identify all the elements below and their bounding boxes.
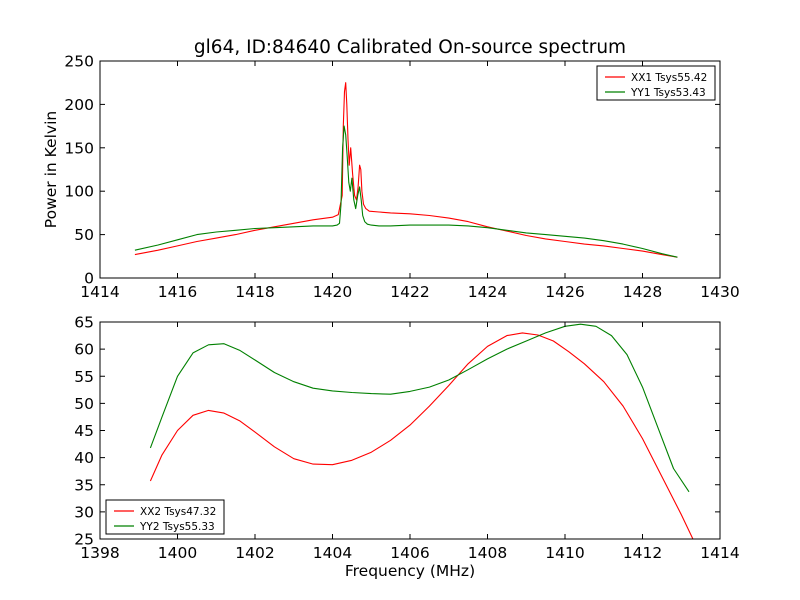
bottom-panel: 1398 1400 1402 1404 1406 1408 1410 1412 1414 25 30… [74,314,739,581]
x-tick-label: 1418 [235,283,274,301]
x-tick-label: 1416 [158,283,197,301]
x-tick-label: 1406 [390,544,429,562]
y-tick-label: 150 [64,139,94,157]
y-tick-label: 35 [74,476,94,494]
x-tick-label: 1402 [235,544,274,562]
legend-entry: XX1 Tsys55.42 [631,72,707,84]
x-tick-label: 1412 [623,544,662,562]
x-tick-label: 1426 [545,283,584,301]
y-tick-label: 40 [74,449,94,467]
legend-entry: XX2 Tsys47.32 [140,506,216,518]
x-tick-label: 1414 [80,283,119,301]
x-tick-label: 1410 [545,544,584,562]
series-line-1-1 [149,323,690,493]
x-tick-label: 1414 [700,544,739,562]
series-line-0-0 [134,82,678,258]
x-tick-label: 1404 [313,544,352,562]
y-tick-label: 100 [64,183,94,201]
y-tick-label: 45 [74,422,94,440]
x-tick-label: 1422 [390,283,429,301]
x-axis-label: Frequency (MHz) [345,562,475,580]
legend-box [596,65,716,101]
x-tick-label: 1430 [700,283,739,301]
series-line-1-0 [149,332,694,539]
legend-entry: YY1 Tsys53.43 [630,87,706,99]
y-tick-label: 50 [74,395,94,413]
y-tick-label: 0 [84,270,94,288]
legend-entry: YY2 Tsys55.33 [139,521,215,533]
x-tick-label: 1424 [468,283,507,301]
y-tick-label: 30 [74,503,94,521]
top-panel: 1414 1416 1418 1420 1422 1424 1426 1428 1430 0 50 1… [42,53,740,302]
y-tick-label: 25 [74,531,94,549]
y-axis-label: Power in Kelvin [42,111,60,228]
y-tick-label: 250 [64,53,94,71]
y-tick-label: 200 [64,96,94,114]
x-tick-label: 1398 [80,544,119,562]
x-tick-label: 1408 [468,544,507,562]
y-tick-label: 60 [74,341,94,359]
legend-box [105,499,225,535]
y-tick-label: 50 [74,226,94,244]
chart-title: gl64, ID:84640 Calibrated On-source spec… [194,37,626,58]
x-tick-label: 1400 [158,544,197,562]
legend: XX2 Tsys47.32 YY2 Tsys55.33 [105,499,225,535]
x-tick-label: 1420 [313,283,352,301]
series-line-0-1 [134,125,678,258]
legend: XX1 Tsys55.42 YY1 Tsys53.43 [596,65,716,101]
y-tick-label: 65 [74,314,94,332]
y-tick-label: 55 [74,368,94,386]
x-tick-label: 1428 [623,283,662,301]
